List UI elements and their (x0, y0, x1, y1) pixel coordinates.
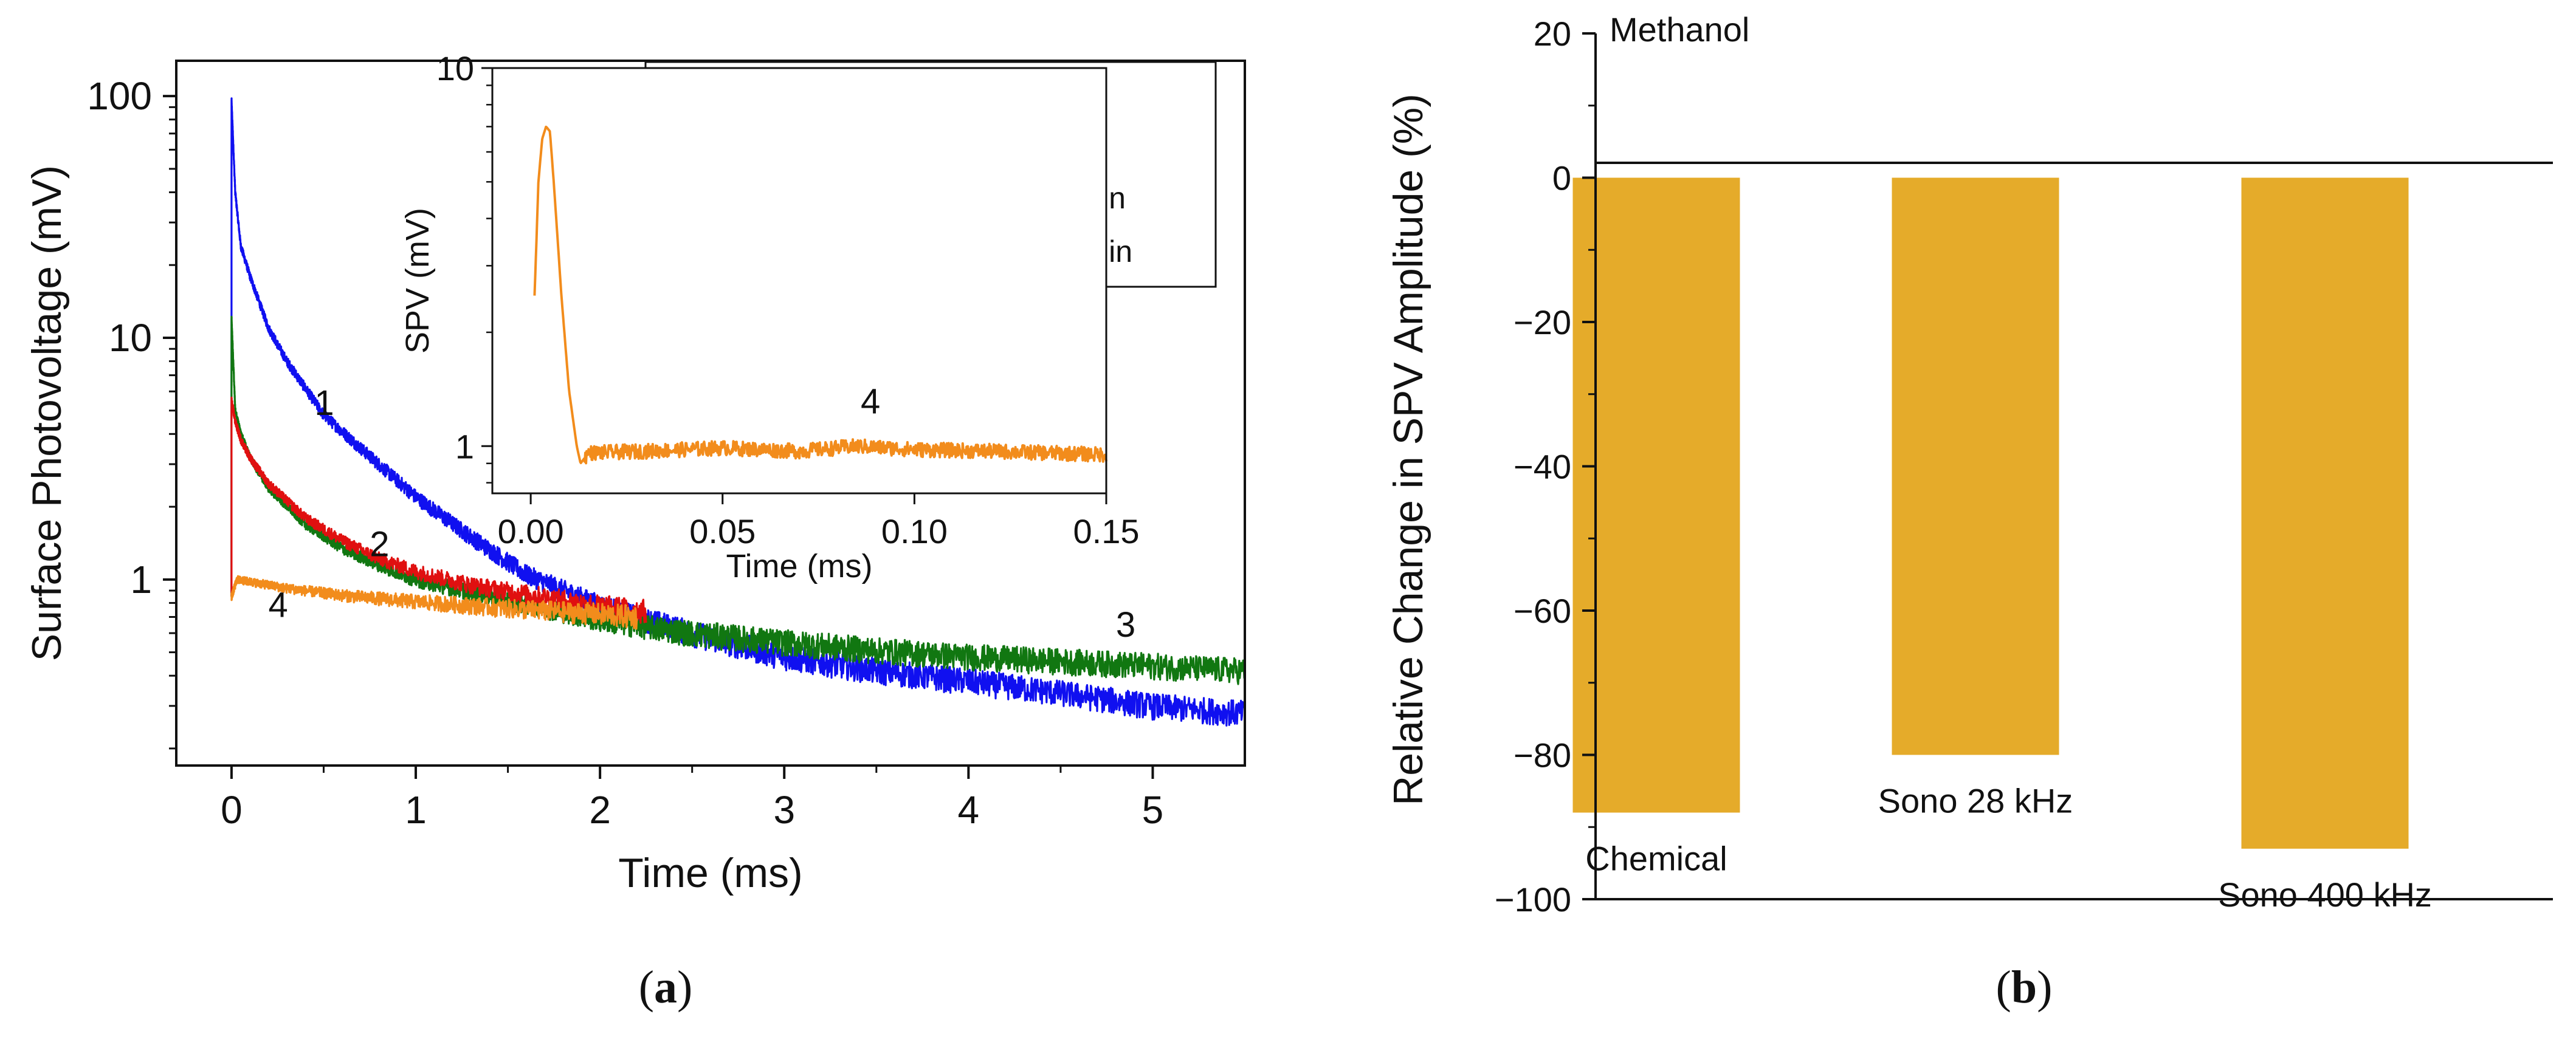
inset-x-tick-label: 0.05 (689, 512, 756, 550)
inset-x-tick-label: 0.00 (498, 512, 564, 550)
curve-label: 3 (1116, 605, 1135, 645)
chart-b-bars (1572, 177, 2409, 849)
b-y-tick-label: −20 (1514, 303, 1571, 341)
bar-category-label: Chemical (1585, 840, 1727, 878)
x-tick-label: 0 (221, 788, 243, 832)
bar-chemical (1572, 177, 1740, 813)
chart-a-ylabel: Surface Photovoltage (mV) (24, 165, 70, 661)
chart-a-inset: 0.00 0.05 0.10 0.15 1 10 Time (ms) SPV (mV) 4 (399, 49, 1140, 584)
inset-series-line (533, 125, 1107, 465)
curve-label: 1 (314, 383, 334, 423)
chart-a-data-layer (230, 97, 1246, 727)
bar-category-label: Sono 400 kHz (2218, 875, 2432, 914)
panel-b-label: (b) (1996, 962, 2053, 1013)
y-tick-label: 100 (87, 74, 152, 118)
x-tick-label: 5 (1142, 788, 1164, 832)
b-y-tick-label: 0 (1552, 159, 1571, 197)
chart-a-ticks: 0 1 2 3 4 5 1 10 100 (87, 74, 1163, 832)
b-y-tick-label: −40 (1514, 448, 1571, 486)
inset-ylabel: SPV (mV) (399, 208, 436, 354)
b-y-tick-label: −80 (1514, 736, 1571, 775)
chart-a-xlabel: Time (ms) (618, 850, 802, 896)
inset-curve-label: 4 (861, 382, 880, 422)
chart-b-ticks: 20 0 −20 −40 −60 −80 −100 (1495, 15, 1596, 919)
x-tick-label: 1 (405, 788, 427, 832)
curve-label: 2 (370, 524, 389, 564)
x-tick-label: 4 (958, 788, 980, 832)
curve-label: 4 (269, 585, 288, 625)
inset-x-tick-label: 0.15 (1073, 512, 1140, 550)
chart-a-frame (175, 60, 1246, 767)
inset-ticks: 0.00 0.05 0.10 0.15 1 10 (436, 49, 1140, 550)
series-line-s1 (230, 97, 1246, 727)
chart-a-curve-labels: 1 2 3 4 (269, 383, 1136, 645)
bar-category-label: Sono 28 kHz (1878, 782, 2073, 820)
chart-b-ylabel: Relative Change in SPV Amplitude (%) (1385, 94, 1431, 806)
y-tick-label: 10 (109, 316, 152, 360)
series-line-s2 (230, 396, 647, 624)
inset-frame (491, 67, 1107, 495)
chart-a: 0 1 2 3 4 5 1 10 100 Time (ms) Surface Photovolt… (24, 49, 1246, 896)
chart-b: 20 0 −20 −40 −60 −80 −100 Methanol Relative Ch… (1385, 10, 2553, 919)
bar-sono-400-khz (2241, 177, 2409, 849)
panel-a-label: (a) (639, 962, 693, 1013)
inset-background (492, 68, 1106, 493)
inset-y-tick-label: 10 (436, 49, 474, 87)
series-line-s4 (230, 575, 638, 630)
inset-data-layer (533, 125, 1107, 465)
bar-sono-28-khz (1892, 177, 2059, 755)
b-y-tick-label: 20 (1534, 15, 1571, 53)
inset-y-tick-label: 1 (455, 427, 474, 465)
chart-b-title: Methanol (1610, 10, 1749, 49)
x-tick-label: 3 (773, 788, 795, 832)
x-tick-label: 2 (589, 788, 611, 832)
y-tick-label: 1 (130, 558, 152, 601)
inset-x-tick-label: 0.10 (881, 512, 948, 550)
inset-xlabel: Time (ms) (726, 548, 873, 584)
b-y-tick-label: −100 (1495, 880, 1571, 919)
b-y-tick-label: −60 (1514, 592, 1571, 630)
